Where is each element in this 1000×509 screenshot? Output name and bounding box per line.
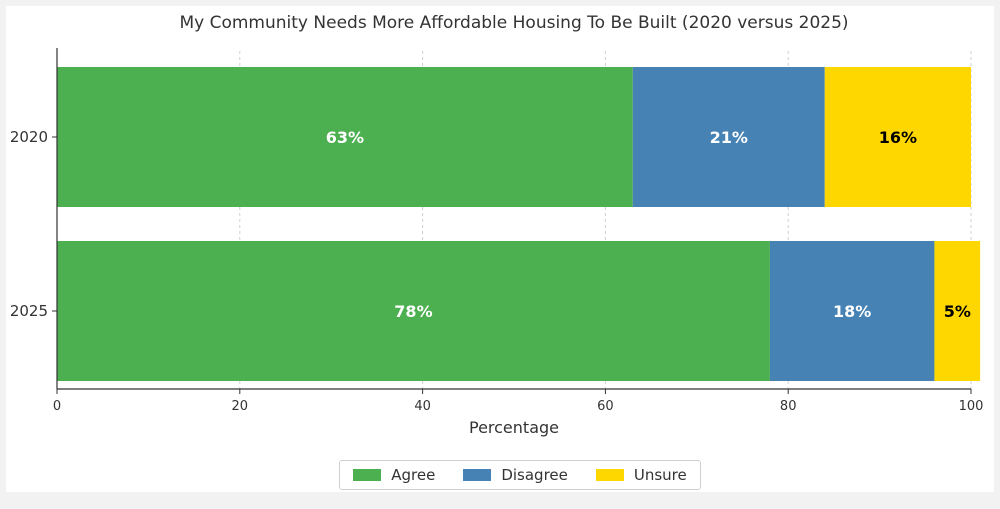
data-label: 63% bbox=[326, 128, 364, 147]
legend-item-agree: Agree bbox=[353, 466, 435, 484]
x-tick-label: 100 bbox=[959, 399, 984, 414]
data-label: 78% bbox=[394, 302, 432, 321]
legend-label: Agree bbox=[391, 466, 436, 484]
y-ticks: 2020 2025 bbox=[10, 128, 57, 320]
x-tick-label: 20 bbox=[232, 399, 249, 414]
legend: Agree Disagree Unsure bbox=[339, 460, 701, 490]
chart-frame: My Community Needs More Affordable Housi… bbox=[6, 6, 994, 492]
data-label: 5% bbox=[944, 302, 971, 321]
data-label: 18% bbox=[833, 302, 871, 321]
legend-label: Disagree bbox=[501, 466, 568, 484]
x-tick-label: 40 bbox=[414, 399, 431, 414]
x-tick-label: 0 bbox=[53, 399, 61, 414]
bar-agree-2025 bbox=[57, 241, 770, 381]
data-label: 16% bbox=[879, 128, 917, 147]
x-tick-label: 60 bbox=[597, 399, 614, 414]
bar-unsure-2020 bbox=[824, 67, 971, 207]
bar-disagree-2020 bbox=[632, 67, 825, 207]
legend-swatch bbox=[463, 469, 492, 481]
data-label: 21% bbox=[710, 128, 748, 147]
bar-agree-2020 bbox=[57, 67, 633, 207]
legend-swatch bbox=[595, 469, 624, 481]
x-axis-label: Percentage bbox=[469, 418, 559, 437]
stacked-bar-chart: My Community Needs More Affordable Housi… bbox=[10, 13, 984, 437]
legend-label: Unsure bbox=[633, 466, 687, 484]
bar-disagree-2025 bbox=[769, 241, 935, 381]
bar-labels: 63% 21% 16% 78% 18% 5% bbox=[326, 128, 971, 321]
chart-title: My Community Needs More Affordable Housi… bbox=[179, 13, 848, 33]
x-ticks: 0 20 40 60 80 100 bbox=[53, 389, 984, 414]
x-tick-label: 80 bbox=[780, 399, 797, 414]
bar-unsure-2025 bbox=[934, 241, 981, 381]
bars bbox=[57, 67, 981, 381]
legend-swatch bbox=[353, 469, 382, 481]
y-tick-label: 2025 bbox=[10, 302, 48, 320]
y-tick-label: 2020 bbox=[10, 128, 48, 146]
axes bbox=[56, 48, 971, 390]
legend-item-disagree: Disagree bbox=[463, 466, 568, 484]
legend-item-unsure: Unsure bbox=[595, 466, 687, 484]
